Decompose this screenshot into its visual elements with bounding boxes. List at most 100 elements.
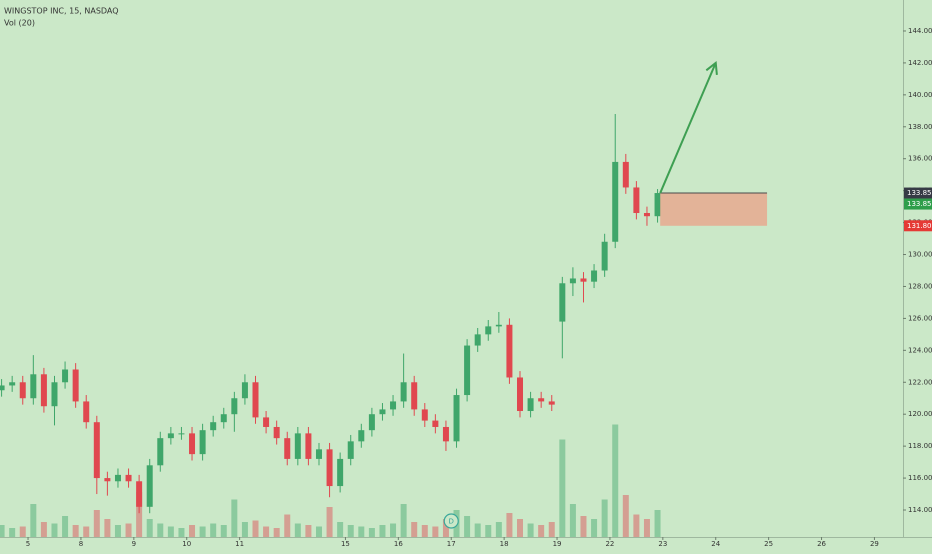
candle-body [643,213,650,217]
candle-body [83,401,90,423]
candle-body [347,441,354,459]
candle-body [337,458,344,487]
stop-zone [660,193,768,226]
candle-body [220,414,227,423]
candle-body [252,382,259,418]
volume-title: Vol (20) [4,19,35,28]
candle-body [114,474,121,482]
volume-bar [400,504,407,537]
volume-bar [273,528,280,537]
x-tick-label: 11 [235,540,244,548]
volume-bar [83,526,90,537]
volume-bar [62,516,69,537]
volume-bar [580,516,587,537]
candle-body [368,414,375,431]
candle-body [654,193,661,217]
volume-bar [633,514,640,537]
volume-bar [485,525,492,537]
candle-body [633,187,640,214]
candle-body [464,345,471,396]
volume-bar [294,523,301,537]
volume-bar [548,522,555,537]
volume-bar [136,492,143,537]
candle-body [326,449,333,487]
candle-body [390,401,397,410]
arrow-shaft [659,62,717,194]
candle-body [93,422,100,479]
volume-bar [305,525,312,537]
x-tick-label: 29 [870,540,879,548]
candle-body [474,334,481,346]
candle-body [622,161,629,188]
volume-bar [358,526,365,537]
volume-bar [464,516,471,537]
volume-bar [93,510,100,537]
volume-bar [104,519,111,537]
volume-bar [654,510,661,537]
candle-body [72,369,79,402]
arrow-head [705,60,718,75]
candle-body [294,433,301,459]
y-tick-label: 124.00 [908,346,932,354]
candle-body [284,438,291,459]
volume-bar [72,525,79,537]
dividend-marker [443,513,459,529]
candle-body [527,398,534,412]
candle-body [442,426,449,442]
price-tag [904,220,932,232]
y-tick-label: 136.00 [908,155,932,163]
x-tick-label: 15 [341,540,350,548]
volume-bar [315,526,322,537]
candle-body [411,382,418,410]
x-tick-label: 19 [553,540,562,548]
candle-body [305,433,312,459]
volume-bar [368,528,375,537]
volume-bar [517,519,524,537]
x-tick-label: 25 [764,540,773,548]
x-tick-label: 23 [658,540,667,548]
price-tag-label: 131.80 [907,222,932,230]
chart-title: WINGSTOP INC, 15, NASDAQ [4,7,119,16]
volume-bar [506,513,513,537]
volume-bar [0,525,5,537]
volume-bar [474,523,481,537]
y-tick-label: 118.00 [908,442,932,450]
volume-bar [231,499,238,537]
volume-bar [601,499,608,537]
candle-body [263,417,270,427]
candle-body [400,382,407,402]
volume-bar [241,522,248,537]
volume-bar [495,522,502,537]
volume-bar [411,522,418,537]
volume-bar [337,522,344,537]
x-tick-label: 22 [605,540,614,548]
volume-bar [178,528,185,537]
candle-body [30,374,37,399]
candle-body [157,438,164,466]
volume-bar [622,495,629,537]
volume-bar [114,525,121,537]
volume-bar [643,519,650,537]
candle-body [104,478,111,482]
candle-body [9,382,16,386]
candle-body [538,398,545,402]
candle-body [379,409,386,415]
volume-bar [559,439,566,537]
candle-body [125,474,132,482]
candle-body [189,433,196,455]
volume-bar [569,504,576,537]
candle-body [612,161,619,242]
volume-bar [167,526,174,537]
candle-body [51,382,58,407]
x-tick-label: 18 [500,540,509,548]
price-tag-label: 133.85 [907,200,932,208]
x-tick-label: 10 [182,540,191,548]
dividend-label: D [449,518,454,526]
volume-bar [19,526,26,537]
y-tick-label: 116.00 [908,474,932,482]
candle-body [178,433,185,435]
volume-bar [347,525,354,537]
candle-body [358,430,365,442]
candle-body [210,422,217,431]
y-tick-label: 138.00 [908,123,932,131]
